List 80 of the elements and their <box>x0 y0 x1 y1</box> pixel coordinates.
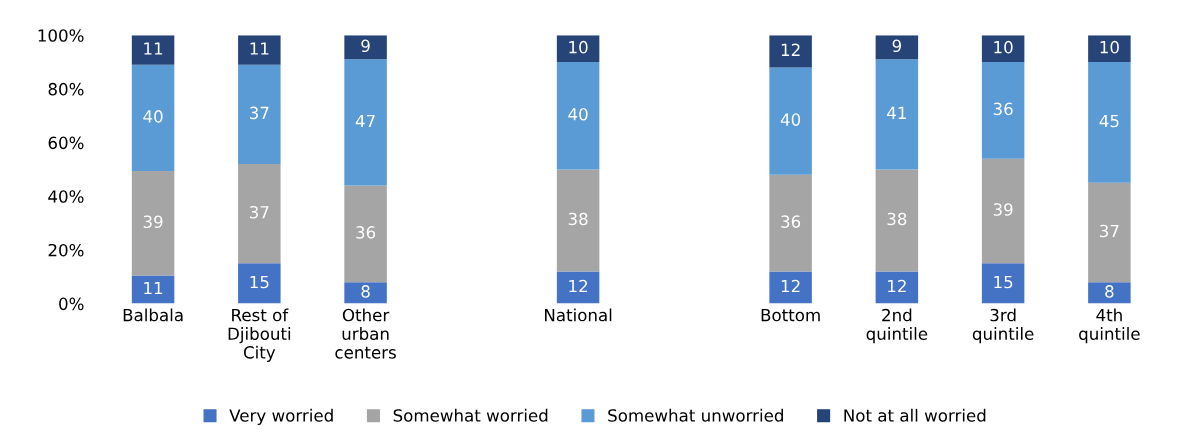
data-label: 12 <box>781 279 800 293</box>
y-tick-label: 40% <box>48 190 84 203</box>
bar <box>875 35 919 60</box>
data-label: 37 <box>250 106 269 120</box>
data-label: 39 <box>993 203 1013 216</box>
data-label: 38 <box>568 212 588 226</box>
y-tick-label: 80% <box>48 82 84 96</box>
bar <box>556 62 600 170</box>
data-label: 12 <box>569 279 588 293</box>
y-tick-label: 100% <box>38 29 84 42</box>
data-label: 36 <box>993 102 1013 116</box>
y-tick-label: 60% <box>48 136 84 150</box>
bar <box>556 169 600 272</box>
bar <box>344 35 387 60</box>
data-label: 10 <box>1100 40 1119 54</box>
bar <box>981 62 1025 159</box>
data-label: 9 <box>361 39 370 53</box>
bar <box>1088 35 1131 63</box>
x-tick-label: Bottom <box>761 308 820 322</box>
bar <box>1088 182 1131 283</box>
bar <box>875 59 919 170</box>
data-label: 40 <box>568 107 588 121</box>
x-tick-label: 3rd quintile <box>972 308 1034 344</box>
data-label: 12 <box>781 43 800 56</box>
bar <box>344 59 387 186</box>
x-tick-label: 2nd quintile <box>866 308 928 344</box>
data-label: 15 <box>994 275 1013 289</box>
data-label: 40 <box>143 110 163 123</box>
data-label: 9 <box>892 39 901 53</box>
bar <box>131 275 175 304</box>
bar <box>238 35 281 65</box>
bar <box>1088 62 1131 183</box>
x-tick-label: 4th quintile <box>1079 308 1140 344</box>
bar <box>238 263 281 304</box>
data-label: 11 <box>250 42 269 55</box>
bar <box>981 263 1025 304</box>
data-label: 8 <box>361 285 370 298</box>
bar <box>769 67 812 175</box>
bar <box>875 271 919 304</box>
x-tick-label: Balbala <box>123 308 183 322</box>
data-label: 41 <box>887 106 906 119</box>
legend-label: Somewhat worried <box>393 408 548 422</box>
data-label: 10 <box>994 40 1013 54</box>
data-label: 37 <box>1100 224 1119 238</box>
data-label: 11 <box>144 42 163 55</box>
bar <box>131 35 175 65</box>
data-label: 11 <box>144 281 163 295</box>
bar <box>238 64 281 165</box>
bar <box>769 174 812 272</box>
data-label: 8 <box>1105 285 1114 298</box>
data-label: 10 <box>569 40 588 54</box>
data-label: 38 <box>887 212 907 226</box>
bar <box>981 158 1025 264</box>
data-label: 37 <box>250 205 269 219</box>
bar <box>131 171 175 276</box>
data-label: 40 <box>780 113 801 126</box>
data-label: 39 <box>143 215 163 229</box>
bar <box>131 64 175 172</box>
data-label: 36 <box>356 226 376 239</box>
y-tick-label: 20% <box>48 243 84 257</box>
y-tick-label: 0% <box>59 297 84 311</box>
x-tick-label: Other urban centers <box>335 308 396 359</box>
x-tick-label: National <box>545 308 612 322</box>
bar <box>344 282 387 304</box>
bar <box>344 185 387 283</box>
data-label: 45 <box>1099 114 1119 128</box>
x-tick-label: Rest of Djibouti City <box>228 308 291 362</box>
data-label: 36 <box>781 215 801 228</box>
bar <box>769 35 812 68</box>
legend-label: Not at all worried <box>844 408 986 422</box>
bar <box>238 164 281 264</box>
data-label: 12 <box>888 279 906 293</box>
data-label: 47 <box>355 114 375 128</box>
legend-label: Very worried <box>229 408 333 425</box>
data-label: 15 <box>250 275 269 289</box>
bar <box>556 271 600 304</box>
bar <box>769 271 812 304</box>
legend-label: Somewhat unworried <box>608 408 783 422</box>
bar <box>1088 282 1131 304</box>
bar <box>875 169 919 272</box>
